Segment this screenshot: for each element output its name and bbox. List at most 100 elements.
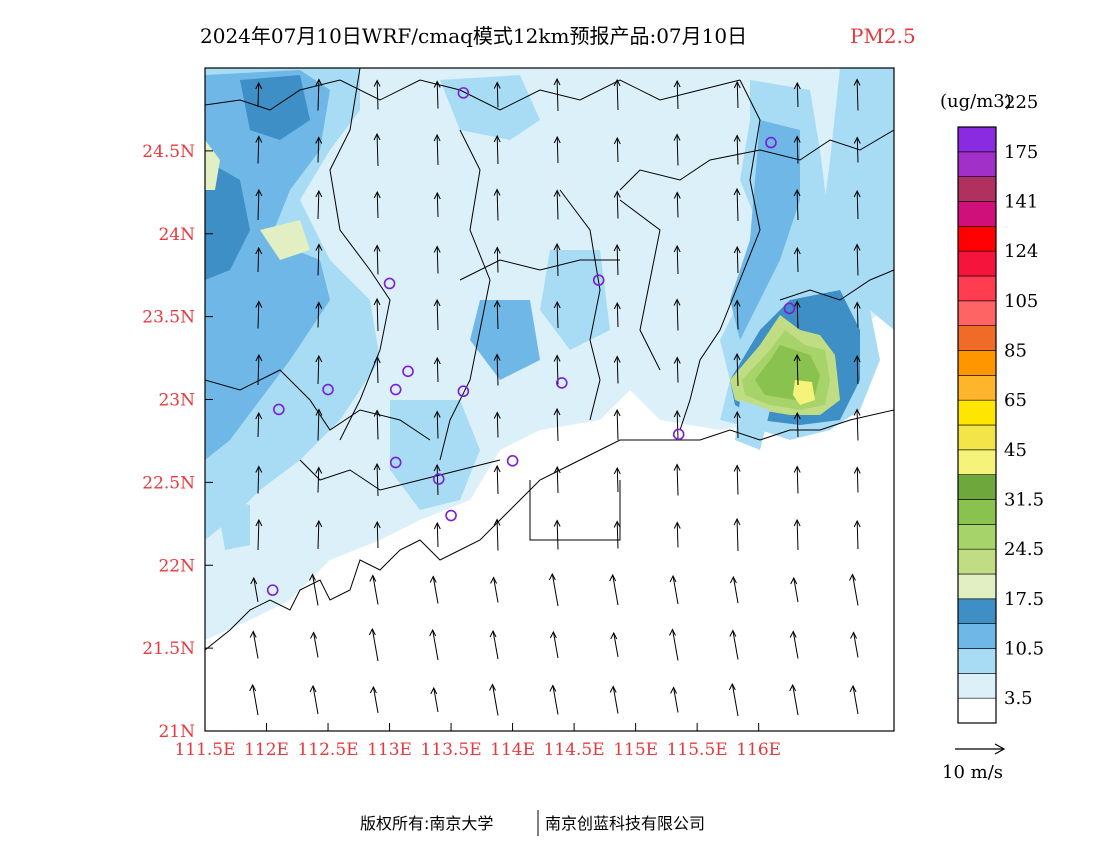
colorbar-label: 141 [1004,192,1038,213]
wind-arrow [733,352,741,387]
wind-arrow [553,519,561,550]
colorbar-swatch [957,226,997,252]
wind-arrow [733,134,741,165]
wind-arrow [793,300,801,329]
wind-arrow [793,246,801,273]
colorbar-label: 65 [1004,390,1027,411]
wind-arrow [309,684,319,715]
wind-arrow [613,355,621,384]
wind-arrow [489,629,499,660]
wind-arrow [429,575,439,604]
wind-arrow [733,187,741,222]
boundary-line-12 [299,459,501,491]
wind-arrow [548,572,559,607]
station-marker [389,456,402,469]
wind-arrow [553,242,561,277]
wind-arrow [373,409,381,440]
colorbar-label: 31.5 [1004,490,1044,511]
wind-arrow [433,356,441,383]
wind-arrow [369,574,379,605]
station-marker [506,455,519,467]
colorbar-label: 10.5 [1004,639,1044,660]
colorbar-swatch [957,598,997,624]
x-tick-label: 116E [736,740,781,760]
wind-arrow [849,573,859,606]
wind-arrow [433,245,441,274]
wind-arrow [493,134,501,165]
wind-arrow [673,409,681,440]
concentration-region-8 [470,300,540,380]
boundary-line-6 [559,189,601,421]
concentration-region-17 [793,380,815,405]
wind-arrow [733,80,741,109]
wind-arrow [670,686,679,713]
wind-arrow [553,189,561,220]
wind-arrow [793,411,801,438]
pm25-concentration-field [205,68,894,731]
colorbar-swatch [957,151,997,177]
concentration-region-7 [440,75,540,140]
colorbar-swatch [957,623,997,649]
concentration-region-18 [680,330,730,420]
colorbar-swatch [957,300,997,326]
boundary-line-10 [779,269,894,301]
station-marker [389,383,402,396]
station-marker [592,274,605,286]
wind-arrow [250,576,259,603]
colorbar-swatch [957,275,997,302]
wind-arrow [433,191,441,218]
wind-arrow [255,135,263,164]
wind-arrow [673,191,681,218]
wind-arrow [793,465,801,494]
colorbar-unit: (ug/m3) [940,91,1012,112]
colorbar-swatch [957,350,997,376]
wind-arrow [613,136,621,163]
wind-arrow [309,573,319,606]
wind-arrow [790,576,799,603]
wind-arrow [369,685,379,714]
colorbar-label: 3.5 [1004,688,1033,709]
wind-vectors [249,77,861,717]
colorbar: 3.5 10.5 17.5 24.5 31.5 45 65 85 105 124 141 175 225 [957,92,1044,724]
wind-arrow [728,682,739,717]
x-tick-label: 112E [244,740,289,760]
station-marker [266,584,279,596]
wind-arrow [853,466,861,493]
wind-arrow [255,81,263,108]
latitude-axis: 21N 21.5N 22N 22.5N 23N 23.5N 24N 24.5N [142,142,213,742]
wind-arrow [729,575,739,604]
station-marker [402,365,414,378]
map-title: 2024年07月10日WRF/cmaq模式12km预报产品:07月10日 [200,24,747,48]
wind-arrow [673,298,681,331]
wind-arrow [549,630,559,659]
wind-arrow [549,684,559,715]
wind-arrow [793,353,801,386]
wind-arrow [255,518,263,551]
colorbar-label: 175 [1004,142,1038,163]
x-tick-label: 113.5E [421,740,482,760]
wind-reference-label: 10 m/s [942,762,1003,783]
wind-arrow [493,464,501,495]
wind-arrow [673,521,681,548]
colorbar-label: 225 [1004,92,1038,113]
wind-arrow [315,408,323,441]
wind-arrow [613,408,621,441]
boundary-line-3 [679,79,761,431]
colorbar-swatch [957,573,997,600]
colorbar-label: 17.5 [1004,589,1044,610]
wind-arrow [853,354,861,385]
concentration-region-12 [730,120,800,340]
wind-arrow [249,683,259,716]
station-marker [383,277,396,290]
colorbar-label: 124 [1004,241,1038,262]
station-marker [783,302,796,315]
wind-reference-arrowhead [994,743,1006,755]
wind-arrow [613,243,621,276]
x-tick-label: 114E [490,740,535,760]
concentration-region-20 [390,400,480,510]
colorbar-swatch [957,399,997,426]
wind-arrow [315,301,323,328]
longitude-axis: 111.5E 112E 112.5E 113E 113.5E 114E 114.5E 115E… [174,723,781,760]
wind-arrow [669,574,679,605]
colorbar-frame [957,126,997,724]
